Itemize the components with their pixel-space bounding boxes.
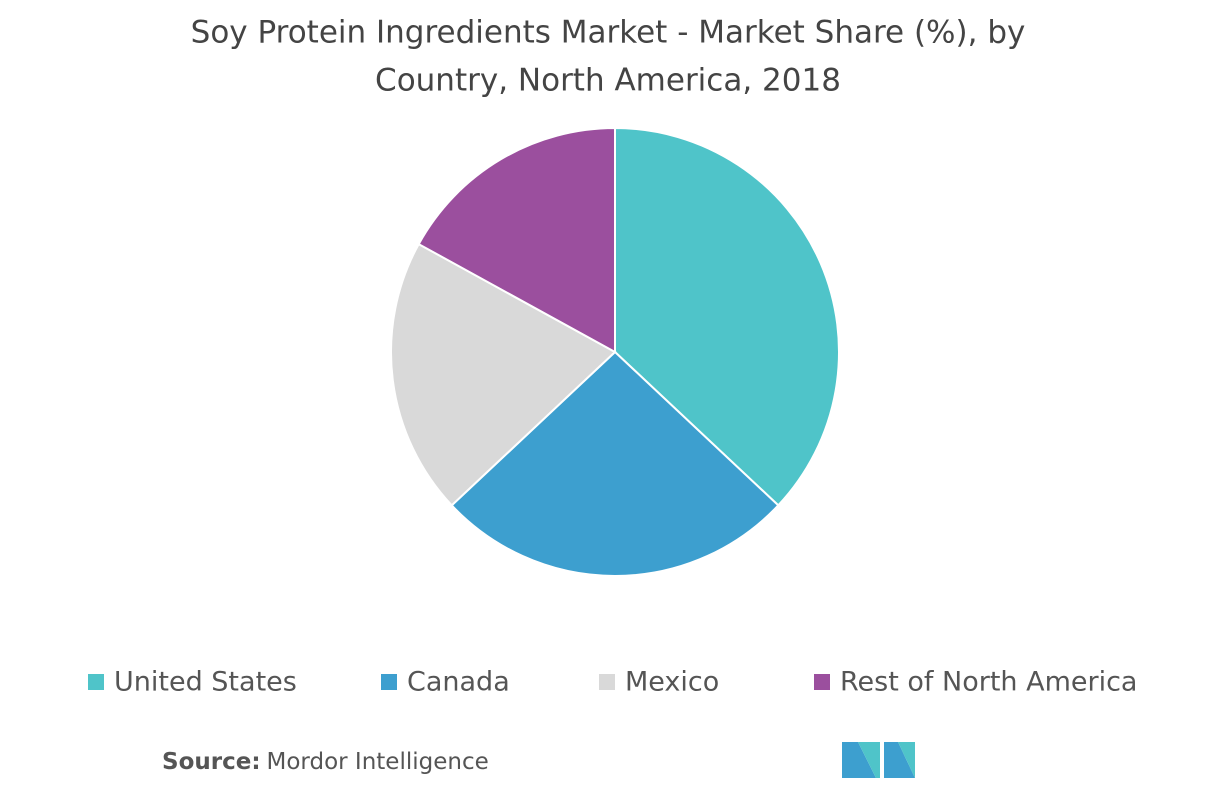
logo-shape [842, 742, 876, 778]
pie-slice [450, 350, 780, 578]
chart-title: Soy Protein Ingredients Market - Market … [191, 15, 1026, 51]
logo [842, 742, 915, 778]
source-text: Mordor Intelligence [267, 749, 489, 775]
legend-swatch [381, 674, 397, 690]
legend-swatch [599, 674, 615, 690]
source-label: Source: [162, 749, 261, 775]
legend-label: Canada [407, 667, 510, 698]
legend-swatch [88, 674, 104, 690]
chart-title: Country, North America, 2018 [375, 63, 841, 99]
pie-slice [614, 126, 840, 507]
logo-shape [884, 742, 915, 778]
pie-slice [390, 242, 617, 507]
legend-swatch [814, 674, 830, 690]
legend-label: Mexico [625, 667, 719, 698]
logo-shape [858, 742, 880, 778]
legend: United States Canada Mexico Rest of North A… [88, 667, 1137, 698]
source: Source: Mordor Intelligence [162, 749, 489, 775]
logo-shape [898, 742, 915, 778]
pie [390, 126, 840, 578]
legend-label: Rest of North America [840, 667, 1137, 698]
pie-slice [417, 126, 616, 354]
legend-label: United States [114, 667, 297, 698]
